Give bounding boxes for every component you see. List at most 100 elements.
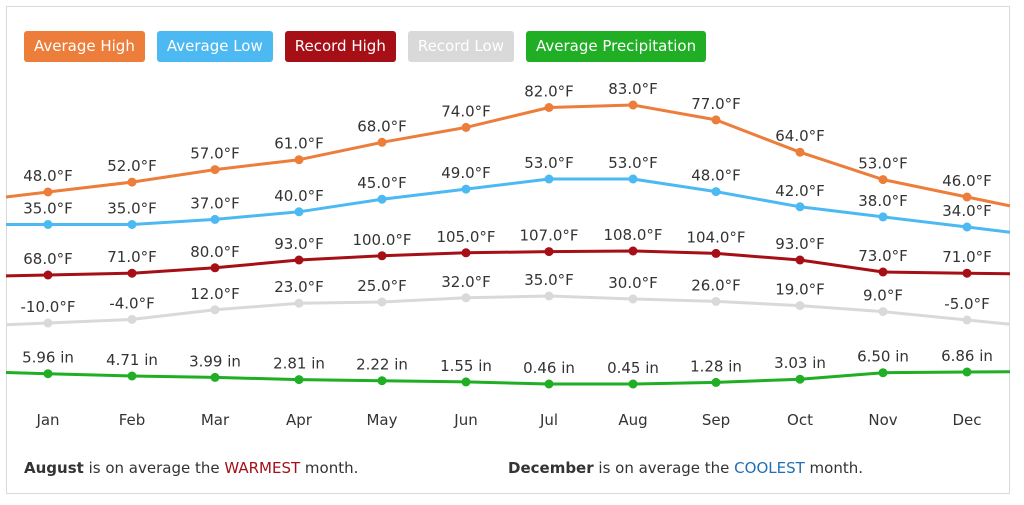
- data-point-2-7: [628, 246, 638, 256]
- data-point-3-10: [878, 307, 888, 317]
- data-label-4-9: 3.03 in: [774, 354, 826, 372]
- legend-record-low-button[interactable]: Record Low: [407, 31, 514, 62]
- x-tick-label-5: Jun: [453, 411, 477, 429]
- data-label-0-10: 53.0°F: [858, 155, 908, 173]
- coolest-text-pre: is on average the: [593, 459, 735, 477]
- data-label-0-9: 64.0°F: [775, 127, 825, 145]
- x-tick-label-7: Aug: [618, 411, 647, 429]
- data-point-0-3: [294, 155, 304, 165]
- data-point-0-1: [127, 177, 137, 187]
- data-label-4-8: 1.28 in: [690, 357, 742, 375]
- data-point-0-5: [461, 122, 471, 132]
- warmest-text-post: month.: [300, 459, 359, 477]
- x-tick-label-11: Dec: [952, 411, 981, 429]
- data-label-1-3: 40.0°F: [274, 187, 324, 205]
- data-point-3-6: [544, 291, 554, 301]
- coolest-month-summary: December is on average the COOLEST month…: [508, 459, 863, 477]
- data-label-3-10: 9.0°F: [863, 287, 903, 305]
- coolest-word: COOLEST: [734, 459, 805, 477]
- data-point-3-3: [294, 298, 304, 308]
- data-point-2-2: [210, 263, 220, 273]
- data-point-1-10: [878, 212, 888, 222]
- x-tick-label-6: Jul: [539, 411, 558, 429]
- data-label-3-0: -10.0°F: [21, 298, 76, 316]
- data-point-1-9: [795, 202, 805, 212]
- data-label-1-11: 34.0°F: [942, 202, 992, 220]
- warmest-month-name: August: [24, 459, 84, 477]
- data-point-0-7: [628, 100, 638, 110]
- data-point-0-4: [377, 137, 387, 147]
- data-label-2-3: 93.0°F: [274, 235, 324, 253]
- data-point-0-8: [711, 115, 721, 125]
- data-point-4-9: [795, 374, 805, 384]
- data-label-2-8: 104.0°F: [686, 228, 745, 246]
- data-point-0-11: [962, 192, 972, 202]
- data-point-0-2: [210, 165, 220, 175]
- data-point-4-4: [377, 376, 387, 386]
- legend-average-low-button[interactable]: Average Low: [156, 31, 273, 62]
- series-line-2: [5, 249, 1011, 278]
- data-point-4-2: [210, 372, 220, 382]
- legend-average-precipitation-button[interactable]: Average Precipitation: [525, 31, 707, 62]
- data-point-2-11: [962, 268, 972, 278]
- x-tick-label-2: Mar: [201, 411, 230, 429]
- data-label-0-6: 82.0°F: [524, 83, 574, 101]
- data-point-2-8: [711, 248, 721, 258]
- data-point-2-0: [43, 270, 53, 280]
- data-label-2-4: 100.0°F: [352, 231, 411, 249]
- data-point-1-11: [962, 222, 972, 232]
- data-point-1-4: [377, 194, 387, 204]
- data-point-0-9: [795, 147, 805, 157]
- data-label-4-6: 0.46 in: [523, 359, 575, 377]
- data-label-1-7: 53.0°F: [608, 154, 658, 172]
- data-label-4-5: 1.55 in: [440, 357, 492, 375]
- data-label-3-1: -4.0°F: [109, 294, 154, 312]
- data-label-4-1: 4.71 in: [106, 351, 158, 369]
- data-label-1-9: 42.0°F: [775, 182, 825, 200]
- coolest-month-name: December: [508, 459, 594, 477]
- data-label-1-5: 49.0°F: [441, 164, 491, 182]
- data-label-4-0: 5.96 in: [22, 349, 74, 367]
- data-label-2-6: 107.0°F: [519, 227, 578, 245]
- data-label-1-8: 48.0°F: [691, 167, 741, 185]
- data-label-0-4: 68.0°F: [357, 117, 407, 135]
- data-point-1-6: [544, 174, 554, 184]
- x-tick-label-8: Sep: [702, 411, 730, 429]
- data-label-3-5: 32.0°F: [441, 273, 491, 291]
- data-label-1-2: 37.0°F: [190, 194, 240, 212]
- x-tick-label-3: Apr: [286, 411, 313, 429]
- data-label-0-11: 46.0°F: [942, 172, 992, 190]
- data-point-0-10: [878, 175, 888, 185]
- chart-frame: [6, 6, 1010, 494]
- data-label-1-4: 45.0°F: [357, 174, 407, 192]
- data-label-4-10: 6.50 in: [857, 348, 909, 366]
- data-label-2-7: 108.0°F: [603, 226, 662, 244]
- data-point-4-1: [127, 371, 137, 381]
- data-label-3-8: 26.0°F: [691, 276, 741, 294]
- data-label-2-1: 71.0°F: [107, 248, 157, 266]
- data-label-3-4: 25.0°F: [357, 277, 407, 295]
- legend-average-high-button[interactable]: Average High: [24, 31, 145, 62]
- data-point-1-2: [210, 214, 220, 224]
- data-point-3-7: [628, 294, 638, 304]
- data-point-4-8: [711, 377, 721, 387]
- x-tick-label-0: Jan: [35, 411, 59, 429]
- data-point-4-0: [43, 369, 53, 379]
- data-point-1-7: [628, 174, 638, 184]
- data-label-3-6: 35.0°F: [524, 271, 574, 289]
- data-point-1-8: [711, 187, 721, 197]
- coolest-text-post: month.: [804, 459, 864, 477]
- data-point-0-0: [43, 187, 53, 197]
- data-label-0-3: 61.0°F: [274, 135, 324, 153]
- data-label-2-0: 68.0°F: [23, 250, 73, 268]
- warmest-month-summary: August is on average the WARMEST month.: [24, 459, 358, 477]
- data-point-1-3: [294, 207, 304, 217]
- x-tick-label-1: Feb: [119, 411, 146, 429]
- data-point-4-5: [461, 377, 471, 387]
- series-line-0: [5, 103, 1011, 208]
- legend-record-high-button[interactable]: Record High: [284, 31, 396, 62]
- data-label-1-0: 35.0°F: [23, 200, 73, 218]
- data-label-4-4: 2.22 in: [356, 356, 408, 374]
- data-point-3-4: [377, 297, 387, 307]
